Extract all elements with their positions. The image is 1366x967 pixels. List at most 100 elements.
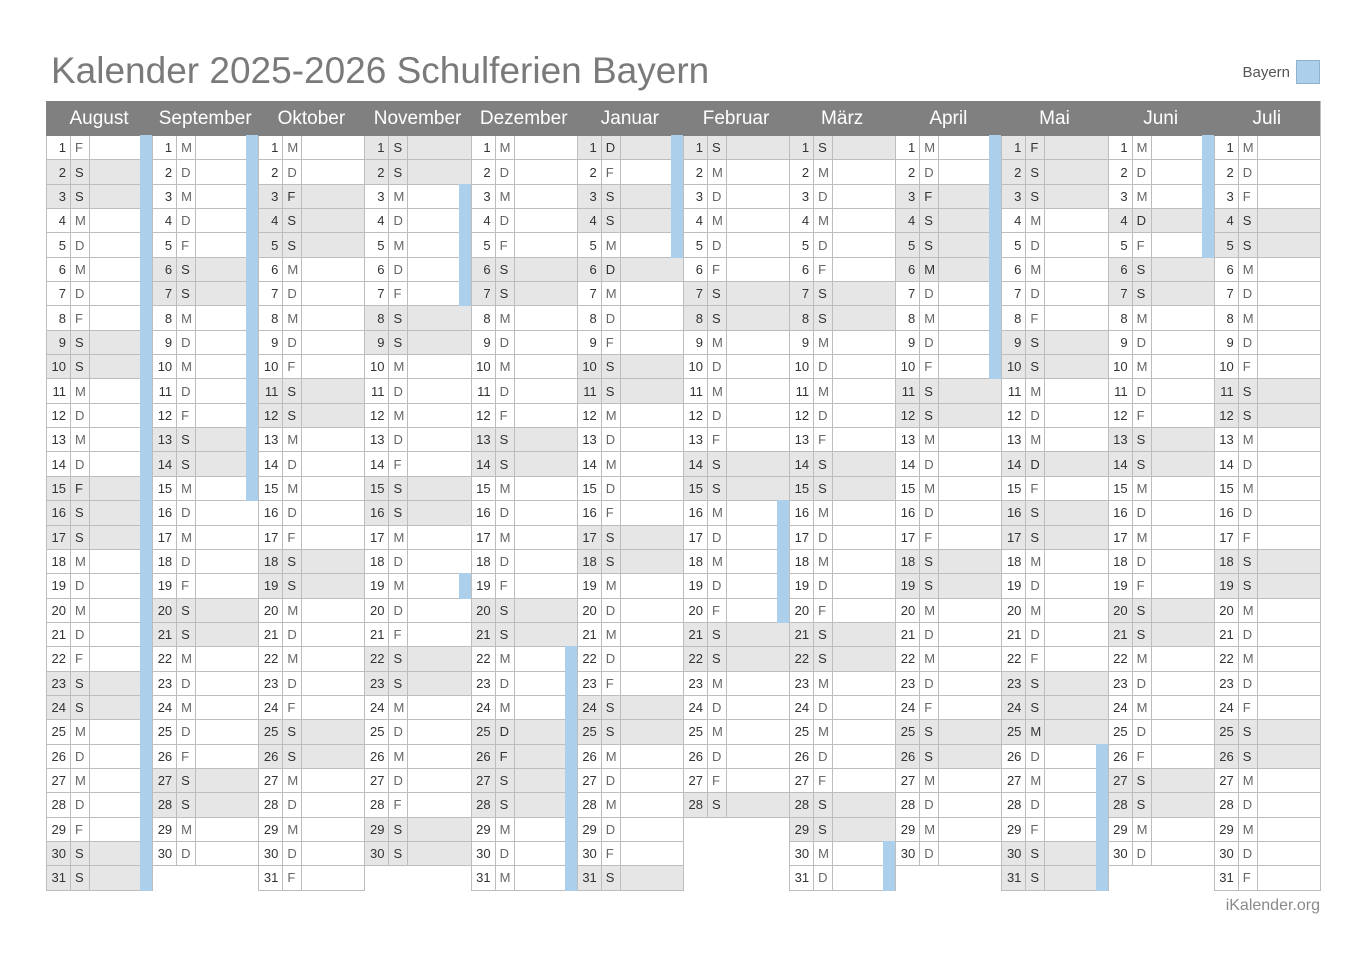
weekday-letter: D	[814, 695, 834, 720]
weekday-letter: D	[177, 549, 197, 574]
day-number: 25	[1002, 720, 1027, 744]
weekday-letter: M	[71, 768, 90, 793]
weekday-letter: M	[814, 379, 834, 403]
day-note-area	[302, 355, 364, 378]
weekday-letter: M	[389, 574, 409, 598]
day-note-area	[833, 793, 895, 816]
day-note-area	[90, 306, 152, 329]
weekday-letter: S	[177, 793, 197, 817]
day-number: 8	[153, 306, 178, 330]
weekday-letter: M	[920, 428, 940, 452]
day-cell: 23 S	[364, 671, 471, 696]
day-number: 30	[578, 841, 602, 866]
day-note-area	[196, 209, 258, 232]
day-cell: 27 M	[895, 768, 1002, 794]
weekday-letter: S	[1026, 525, 1046, 549]
day-cell: 31 S	[1001, 865, 1108, 892]
day-cell: 16 F	[576, 501, 683, 526]
day-number: 2	[259, 160, 284, 184]
day-note-area	[408, 136, 470, 159]
legend-swatch	[1296, 60, 1320, 84]
day-note-area	[833, 526, 895, 549]
day-number: 24	[365, 695, 390, 720]
day-number: 19	[1215, 574, 1239, 598]
day-cell: 24 F	[895, 695, 1002, 721]
weekday-letter: F	[389, 452, 409, 476]
day-note-area	[727, 696, 789, 719]
day-cell: 22 S	[364, 647, 471, 672]
day-cell: 21 S	[152, 622, 259, 648]
day-number: 18	[790, 549, 815, 574]
day-note-area	[1045, 209, 1107, 232]
day-note-area	[727, 501, 789, 524]
weekday-letter: M	[708, 160, 727, 184]
day-number: 18	[365, 549, 390, 574]
day-number: 14	[365, 452, 390, 476]
weekday-letter: S	[920, 379, 940, 403]
weekday-letter: M	[602, 793, 621, 817]
day-cell: 10 M	[470, 355, 577, 380]
weekday-letter: S	[814, 817, 834, 841]
day-number: 1	[684, 136, 708, 160]
day-note-area	[1258, 185, 1320, 208]
weekday-letter: F	[602, 841, 621, 866]
day-note-area	[939, 745, 1001, 768]
day-note-area	[515, 574, 577, 597]
weekday-letter: D	[389, 257, 409, 282]
weekday-letter: M	[1133, 695, 1152, 720]
day-note-area	[1152, 842, 1214, 865]
weekday-letter: D	[177, 209, 197, 233]
day-cell: 17 S	[1001, 525, 1108, 550]
weekday-letter: F	[496, 403, 515, 428]
day-number: 21	[684, 622, 708, 647]
day-cell: 16 M	[682, 500, 790, 526]
weekday-letter: S	[71, 695, 90, 720]
month-header-november: November	[364, 101, 471, 136]
weekday-letter: F	[177, 574, 197, 598]
day-number: 24	[684, 695, 708, 720]
day-number: 27	[1002, 768, 1027, 793]
weekday-letter: M	[602, 452, 621, 476]
day-note-area	[621, 282, 683, 305]
weekday-letter: D	[71, 452, 90, 476]
day-note-area	[515, 720, 577, 743]
day-cell: 29 M	[895, 817, 1002, 842]
weekday-letter: M	[1133, 355, 1152, 379]
weekday-letter: S	[602, 209, 621, 233]
day-number: 29	[472, 817, 496, 841]
day-note-area	[515, 769, 577, 792]
day-cell: 27 M	[1001, 767, 1108, 794]
day-note-area	[621, 672, 683, 695]
day-number: 29	[578, 817, 602, 841]
day-note-area	[196, 647, 258, 670]
day-note-area	[302, 696, 364, 719]
weekday-letter: M	[496, 476, 515, 501]
day-note-area	[1045, 452, 1107, 475]
day-note-area	[1152, 331, 1214, 354]
day-number: 26	[153, 744, 178, 768]
day-cell: 15 M	[1107, 476, 1214, 502]
day-cell: 30 D	[152, 841, 259, 867]
day-cell: 11 D	[1107, 379, 1214, 404]
day-number: 17	[365, 525, 390, 549]
day-note-area	[1045, 696, 1107, 719]
day-cell: 21 S	[1107, 622, 1214, 648]
day-number: 15	[578, 476, 602, 501]
day-number: 12	[896, 403, 921, 428]
day-number: 29	[153, 817, 178, 841]
day-cell: 12 M	[364, 403, 471, 429]
day-cell: 20 D	[576, 598, 683, 623]
day-cell: 18 M	[682, 548, 790, 575]
day-cell: 11 M	[46, 378, 153, 405]
day-cell: 13 S	[152, 427, 259, 453]
weekday-letter: S	[496, 257, 515, 282]
